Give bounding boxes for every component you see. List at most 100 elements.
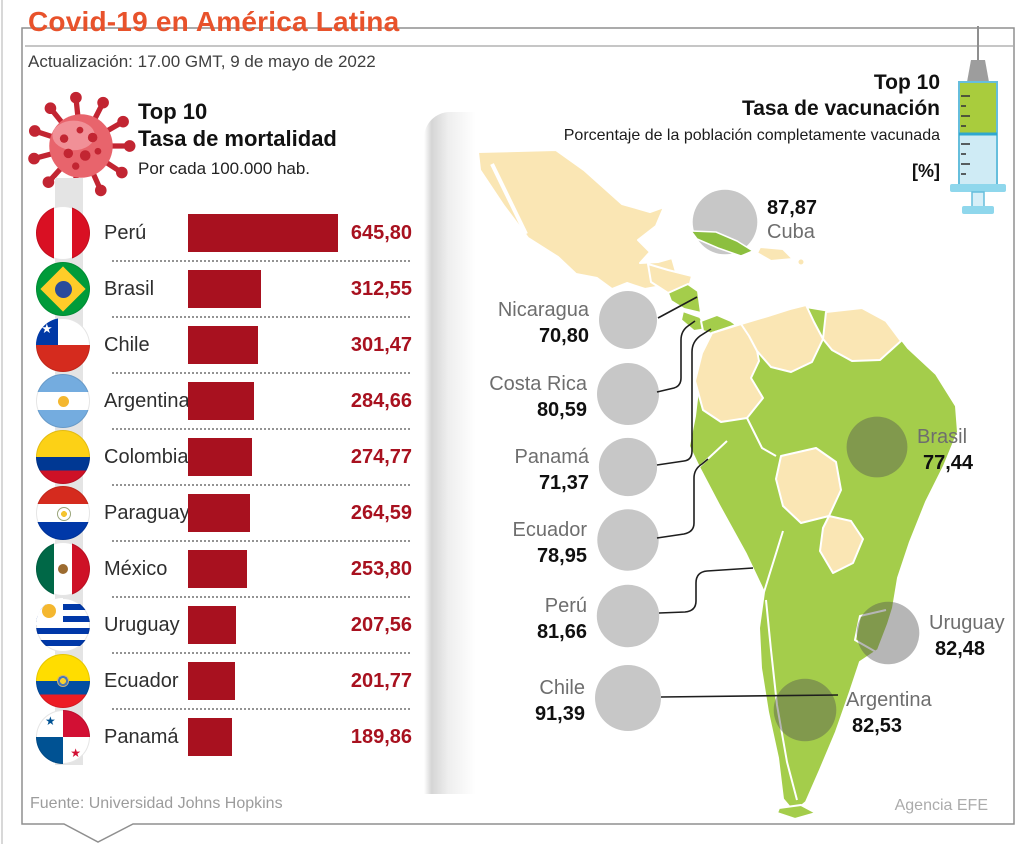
island-puerto-rico	[796, 257, 806, 267]
coronavirus-icon	[28, 91, 136, 200]
mortality-value: 301,47	[350, 333, 412, 356]
mortality-bar	[188, 326, 258, 364]
south-america-green	[688, 305, 959, 813]
mortality-country-label: Ecuador	[104, 669, 179, 692]
flag-icon-chile	[36, 318, 90, 372]
mortality-bar	[188, 662, 235, 700]
mortality-bar	[188, 214, 338, 252]
mortality-country-label: Chile	[104, 333, 150, 356]
vaccination-country-label: Perú	[545, 595, 587, 617]
mortality-row: Argentina 284,66	[36, 373, 412, 430]
tierra-del-fuego	[776, 804, 817, 820]
vaccination-bubble-ecuador	[597, 509, 659, 571]
vaccination-value-label: 70,80	[539, 325, 589, 347]
flag-icon-argentina	[36, 374, 90, 428]
mortality-value: 645,80	[350, 221, 412, 244]
mortality-value: 201,77	[350, 669, 412, 692]
flag-icon-ecuador	[36, 654, 90, 708]
mortality-value: 274,77	[350, 445, 412, 468]
baja-california-gulf	[490, 163, 528, 235]
country-borders	[698, 417, 887, 801]
callout-line-peru	[658, 567, 754, 614]
country-mexico	[477, 149, 677, 290]
mortality-country-label: Perú	[104, 221, 147, 244]
callout-line-nicaragua	[657, 296, 698, 319]
mortality-heading: Top 10 Tasa de mortalidad Por cada 100.0…	[138, 98, 337, 182]
mortality-row: México 253,80	[36, 541, 412, 598]
mortality-bar	[188, 606, 237, 644]
island-cuba	[690, 230, 754, 257]
mortality-bar	[188, 382, 255, 420]
flag-icon-mexico	[36, 542, 90, 596]
vaccination-bubble-costa_rica	[597, 363, 659, 425]
mortality-country-label: México	[104, 557, 168, 580]
vaccination-value-label: 82,53	[852, 715, 902, 737]
mortality-bar	[188, 718, 233, 756]
mortality-bar-list: Perú 645,80 Brasil 312,55 Chile 301,47 A…	[36, 205, 412, 765]
vaccination-country-label: Argentina	[846, 689, 932, 711]
vaccination-bubble-nicaragua	[599, 291, 657, 349]
mortality-row: Panamá 189,86	[36, 709, 412, 765]
mortality-row: Brasil 312,55	[36, 261, 412, 318]
syringe-icon	[950, 26, 1006, 214]
callout-line-chile	[660, 694, 839, 698]
vaccination-bubble-peru	[596, 584, 660, 648]
source-credit: Fuente: Universidad Johns Hopkins	[30, 795, 283, 812]
vaccination-country-label: Panamá	[515, 446, 590, 468]
mortality-title-line1: Top 10	[138, 99, 208, 124]
mortality-value: 312,55	[350, 277, 412, 300]
vaccination-bubble-panama	[598, 437, 658, 497]
callout-line-ecuador	[656, 458, 709, 539]
flag-icon-panama	[36, 710, 90, 764]
vaccination-value-label: 82,48	[935, 638, 985, 660]
vaccination-title-line2: Tasa de vacunación	[741, 97, 940, 120]
mortality-bar	[188, 494, 250, 532]
vaccination-value-label: 91,39	[535, 703, 585, 725]
mortality-value: 253,80	[350, 557, 412, 580]
vaccination-value-label: 80,59	[537, 399, 587, 421]
callout-lines	[656, 296, 839, 698]
mortality-bar	[188, 438, 252, 476]
callout-line-costa_rica	[656, 320, 696, 393]
flag-icon-colombia	[36, 430, 90, 484]
speech-bubble-border	[21, 27, 1015, 843]
vaccination-bubble-uruguay	[856, 601, 920, 665]
vaccination-value-label: 71,37	[539, 472, 589, 494]
left-edge-line	[1, 0, 3, 844]
vaccination-country-label: Ecuador	[513, 519, 588, 541]
vaccination-value-label: 78,95	[537, 545, 587, 567]
island-hispaniola	[756, 246, 794, 262]
panel-divider-shadow	[424, 112, 478, 794]
vaccination-value-label: 87,87	[767, 197, 817, 219]
vaccination-unit: [%]	[912, 161, 940, 181]
vaccination-bubble-chile	[595, 665, 661, 731]
mortality-country-label: Paraguay	[104, 501, 190, 524]
mortality-bar	[188, 270, 261, 308]
country-paraguay	[819, 515, 864, 574]
mortality-value: 189,86	[350, 725, 412, 748]
page-title: Covid-19 en América Latina	[28, 6, 400, 37]
flag-icon-brasil	[36, 262, 90, 316]
vaccination-value-label: 81,66	[537, 621, 587, 643]
mortality-country-label: Colombia	[104, 445, 189, 468]
mortality-country-label: Brasil	[104, 277, 155, 300]
mortality-row: Ecuador 201,77	[36, 653, 412, 710]
country-venezuela	[740, 304, 824, 373]
vaccination-country-label: Brasil	[917, 426, 967, 448]
flag-icon-paraguay	[36, 486, 90, 540]
vaccination-country-label: Cuba	[767, 221, 816, 243]
agency-credit: Agencia EFE	[894, 797, 988, 814]
region-guyanas	[822, 307, 902, 362]
mortality-row: Chile 301,47	[36, 317, 412, 374]
mortality-country-label: Uruguay	[104, 613, 180, 636]
mortality-row: Paraguay 264,59	[36, 485, 412, 542]
vaccination-country-label: Uruguay	[929, 612, 1005, 634]
vaccination-country-label: Chile	[539, 677, 585, 699]
mortality-bar	[188, 550, 247, 588]
vaccination-bubble-argentina	[773, 678, 837, 742]
mortality-row: Colombia 274,77	[36, 429, 412, 486]
